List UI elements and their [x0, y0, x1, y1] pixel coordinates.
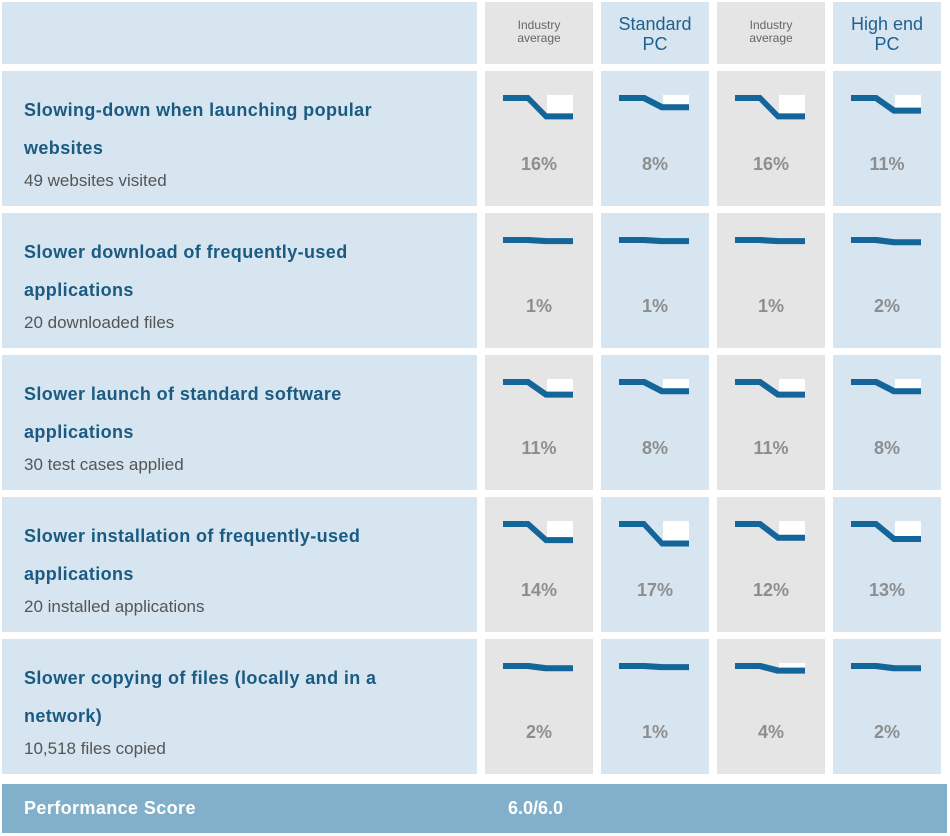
slowdown-percent: 1%: [641, 722, 668, 742]
value-cell-high-end-pc: 2%: [833, 639, 941, 774]
row-label-cell: Slower installation of frequently-used a…: [2, 497, 477, 632]
value-cell-industry-average-2: 11%: [717, 355, 825, 490]
slowdown-percent: 8%: [641, 438, 668, 458]
value-cell-standard-pc: 8%: [601, 355, 709, 490]
slowdown-percent: 2%: [873, 296, 900, 316]
header-industry-average-1: Industry average: [485, 2, 593, 64]
header-empty-cell: [2, 2, 477, 64]
slowdown-percent: 8%: [641, 154, 668, 174]
header-standard-pc: Standard PC: [601, 2, 709, 64]
value-cell-industry-average-1: 1%: [485, 213, 593, 348]
slowdown-indicator-icon: [503, 663, 573, 672]
value-cell-industry-average-2: 12%: [717, 497, 825, 632]
row-title: Slowing-down when launching popular webs…: [24, 100, 372, 158]
slowdown-percent: 1%: [641, 296, 668, 316]
performance-score-value: 6.0/6.0: [508, 798, 564, 818]
row-title: Slower installation of frequently-used a…: [24, 526, 361, 584]
slowdown-indicator-icon: [851, 521, 921, 542]
slowdown-indicator-icon: [735, 95, 805, 120]
performance-score-bar: Performance Score 6.0/6.0: [2, 784, 947, 833]
row-label-cell: Slowing-down when launching popular webs…: [2, 71, 477, 206]
row-title: Slower launch of standard software appli…: [24, 384, 342, 442]
value-cell-standard-pc: 8%: [601, 71, 709, 206]
value-cell-high-end-pc: 11%: [833, 71, 941, 206]
slowdown-indicator-icon: [619, 663, 689, 671]
row-subtitle: 20 installed applications: [24, 597, 205, 616]
slowdown-indicator-icon: [735, 521, 805, 541]
table-row: Slowing-down when launching popular webs…: [2, 71, 947, 206]
slowdown-indicator-icon: [503, 237, 573, 245]
value-cell-industry-average-1: 16%: [485, 71, 593, 206]
slowdown-percent: 16%: [520, 154, 558, 174]
row-title: Slower download of frequently-used appli…: [24, 242, 348, 300]
slowdown-indicator-icon: [735, 237, 805, 245]
value-cell-industry-average-2: 1%: [717, 213, 825, 348]
slowdown-indicator-icon: [503, 379, 573, 398]
slowdown-indicator-icon: [851, 95, 921, 114]
slowdown-indicator-icon: [619, 521, 689, 547]
slowdown-indicator-icon: [735, 379, 805, 398]
header-industry-average-2: Industry average: [717, 2, 825, 64]
value-cell-industry-average-1: 14%: [485, 497, 593, 632]
slowdown-indicator-icon: [851, 379, 921, 395]
slowdown-percent: 13%: [868, 580, 906, 600]
value-cell-high-end-pc: 2%: [833, 213, 941, 348]
table-row: Slower download of frequently-used appli…: [2, 213, 947, 348]
table-row: Slower copying of files (locally and in …: [2, 639, 947, 774]
value-cell-standard-pc: 1%: [601, 213, 709, 348]
slowdown-percent: 2%: [873, 722, 900, 742]
value-cell-standard-pc: 17%: [601, 497, 709, 632]
slowdown-percent: 11%: [521, 438, 557, 458]
value-cell-industry-average-1: 11%: [485, 355, 593, 490]
slowdown-percent: 2%: [525, 722, 552, 742]
slowdown-percent: 1%: [757, 296, 784, 316]
slowdown-percent: 11%: [753, 438, 789, 458]
slowdown-indicator-icon: [851, 237, 921, 246]
slowdown-percent: 11%: [869, 154, 905, 174]
performance-table: Industry average Standard PC Industry av…: [2, 2, 947, 781]
header-high-end-pc: High end PC: [833, 2, 941, 64]
slowdown-indicator-icon: [503, 521, 573, 544]
performance-score-label: Performance Score: [24, 798, 196, 818]
row-subtitle: 20 downloaded files: [24, 313, 175, 332]
slowdown-indicator-icon: [851, 663, 921, 672]
slowdown-percent: 4%: [757, 722, 784, 742]
row-subtitle: 49 websites visited: [24, 171, 167, 190]
table-row: Slower installation of frequently-used a…: [2, 497, 947, 632]
slowdown-indicator-icon: [619, 379, 689, 395]
value-cell-industry-average-1: 2%: [485, 639, 593, 774]
value-cell-standard-pc: 1%: [601, 639, 709, 774]
row-label-cell: Slower download of frequently-used appli…: [2, 213, 477, 348]
row-title: Slower copying of files (locally and in …: [24, 668, 377, 726]
slowdown-percent: 14%: [520, 580, 558, 600]
slowdown-indicator-icon: [619, 95, 689, 111]
row-subtitle: 10,518 files copied: [24, 739, 166, 758]
slowdown-percent: 1%: [525, 296, 552, 316]
value-cell-high-end-pc: 8%: [833, 355, 941, 490]
slowdown-percent: 17%: [636, 580, 674, 600]
value-cell-industry-average-2: 16%: [717, 71, 825, 206]
header-row: Industry average Standard PC Industry av…: [2, 2, 947, 64]
slowdown-indicator-icon: [619, 237, 689, 245]
row-label-cell: Slower launch of standard software appli…: [2, 355, 477, 490]
slowdown-percent: 12%: [752, 580, 790, 600]
value-cell-high-end-pc: 13%: [833, 497, 941, 632]
slowdown-percent: 16%: [752, 154, 790, 174]
value-cell-industry-average-2: 4%: [717, 639, 825, 774]
slowdown-indicator-icon: [503, 95, 573, 120]
slowdown-indicator-icon: [735, 663, 805, 674]
table-row: Slower launch of standard software appli…: [2, 355, 947, 490]
row-label-cell: Slower copying of files (locally and in …: [2, 639, 477, 774]
slowdown-percent: 8%: [873, 438, 900, 458]
row-subtitle: 30 test cases applied: [24, 455, 184, 474]
